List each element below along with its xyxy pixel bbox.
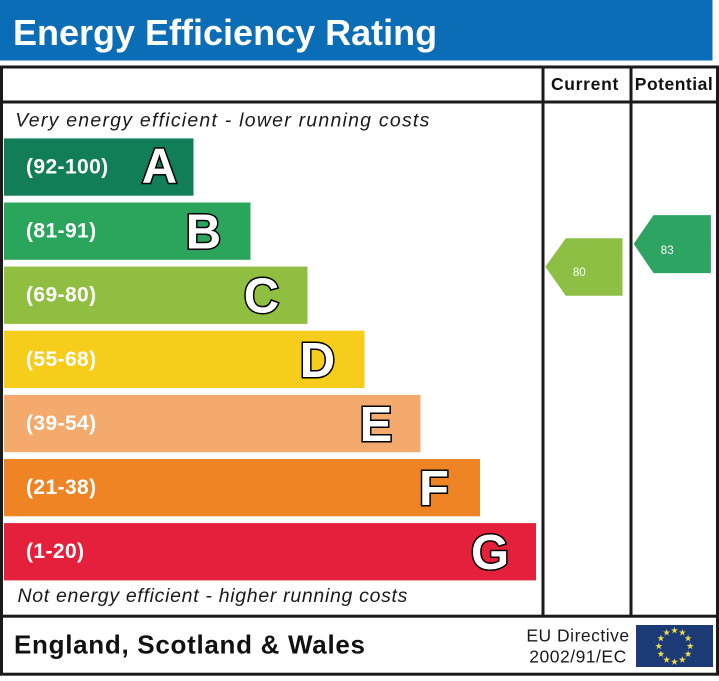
svg-text:83: 83 (661, 245, 674, 257)
svg-text:(92-100): (92-100) (26, 156, 109, 179)
svg-text:Potential: Potential (635, 74, 713, 94)
svg-text:Energy Efficiency Rating: Energy Efficiency Rating (13, 12, 437, 53)
svg-text:EU Directive: EU Directive (526, 626, 629, 646)
svg-text:(1-20): (1-20) (26, 540, 84, 563)
svg-text:Very energy efficient - lower: Very energy efficient - lower running co… (15, 109, 430, 131)
svg-text:80: 80 (573, 267, 586, 279)
svg-text:(69-80): (69-80) (26, 284, 97, 307)
svg-text:(21-38): (21-38) (26, 476, 97, 499)
svg-text:B: B (186, 206, 221, 260)
svg-text:D: D (300, 334, 335, 388)
svg-text:Not energy efficient - higher: Not energy efficient - higher running co… (18, 585, 409, 607)
svg-text:E: E (360, 398, 393, 452)
svg-text:Current: Current (551, 74, 619, 94)
svg-text:C: C (244, 270, 279, 324)
svg-text:England, Scotland & Wales: England, Scotland & Wales (14, 630, 366, 660)
svg-text:2002/91/EC: 2002/91/EC (529, 646, 626, 666)
svg-text:F: F (419, 462, 449, 516)
svg-text:(39-54): (39-54) (26, 412, 97, 435)
svg-text:(81-91): (81-91) (26, 220, 97, 243)
svg-text:G: G (471, 526, 509, 580)
svg-text:(55-68): (55-68) (26, 348, 97, 371)
svg-text:A: A (142, 140, 177, 194)
